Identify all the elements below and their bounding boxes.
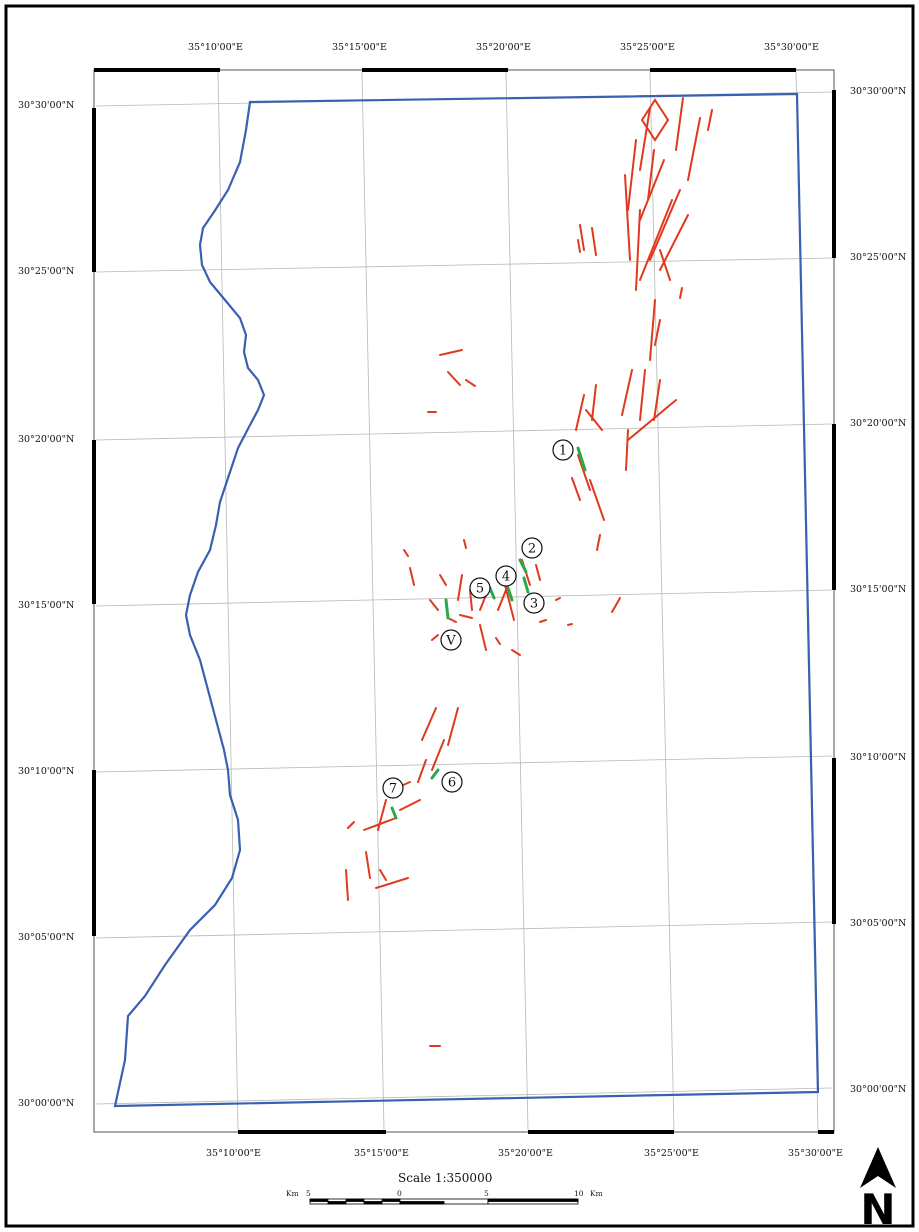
site-label-6: 6 <box>448 776 456 791</box>
longitude-labels-top: 35°10'00"E 35°15'00"E 35°20'00"E 35°25'0… <box>188 42 819 53</box>
north-label: N <box>860 1185 895 1232</box>
lat-label-right-30-30: 30°30'00"N <box>850 86 906 97</box>
scale-tick-10: 10 <box>574 1189 584 1198</box>
graticule <box>95 71 833 1131</box>
site-marker-3: 3 <box>523 592 545 614</box>
lon-label-35-20: 35°20'00"E <box>476 42 531 53</box>
scale-left-unit: Km <box>286 1189 299 1198</box>
site-marker-2: 2 <box>521 537 543 559</box>
lat-label-right-30-05: 30°05'00"N <box>850 918 906 929</box>
site-label-2: 2 <box>528 542 536 557</box>
outer-frame <box>4 4 915 1228</box>
lat-label-30-05: 30°05'00"N <box>18 932 74 943</box>
site-traces <box>390 446 587 820</box>
scale-right-unit: Km <box>590 1189 603 1198</box>
lon-label-bottom-35-15: 35°15'00"E <box>354 1148 409 1159</box>
fault-lineaments <box>345 97 713 1047</box>
lat-label-30-10: 30°10'00"N <box>18 766 74 777</box>
site-marker-5: 5 <box>469 577 491 599</box>
longitude-labels-bottom: 35°10'00"E 35°15'00"E 35°20'00"E 35°25'0… <box>206 1148 843 1159</box>
north-arrow-icon: N <box>860 1147 896 1232</box>
latitude-labels-right: 30°30'00"N 30°25'00"N 30°20'00"N 30°15'0… <box>850 86 906 1095</box>
site-marker-4: 4 <box>495 565 517 587</box>
lat-label-right-30-20: 30°20'00"N <box>850 418 906 429</box>
lat-label-right-30-00: 30°00'00"N <box>850 1084 906 1095</box>
site-marker-1: 1 <box>552 439 574 461</box>
lat-label-30-30: 30°30'00"N <box>18 100 74 111</box>
lon-label-35-15: 35°15'00"E <box>332 42 387 53</box>
scale-tick-5-left: 5 <box>306 1189 311 1198</box>
site-marker-6: 6 <box>441 771 463 793</box>
scale-bar-segments <box>309 1198 579 1205</box>
study-area-boundary <box>113 92 820 1108</box>
scale-title: Scale 1:350000 <box>398 1171 492 1185</box>
site-marker-v: V <box>440 629 462 651</box>
site-label-7: 7 <box>389 782 397 797</box>
scale-tick-5: 5 <box>484 1189 489 1198</box>
site-label-1: 1 <box>559 444 567 459</box>
lon-label-bottom-35-20: 35°20'00"E <box>498 1148 553 1159</box>
lon-label-35-30: 35°30'00"E <box>764 42 819 53</box>
lon-label-35-10: 35°10'00"E <box>188 42 243 53</box>
scale-tick-0: 0 <box>397 1189 402 1198</box>
site-label-v: V <box>445 634 456 649</box>
lat-label-30-20: 30°20'00"N <box>18 434 74 445</box>
lon-label-bottom-35-10: 35°10'00"E <box>206 1148 261 1159</box>
lon-label-bottom-35-30: 35°30'00"E <box>788 1148 843 1159</box>
scale-bar: Scale 1:350000 Km 5 0 5 10 Km <box>286 1171 603 1205</box>
site-label-5: 5 <box>476 582 484 597</box>
lon-label-bottom-35-25: 35°25'00"E <box>644 1148 699 1159</box>
site-marker-7: 7 <box>382 777 404 799</box>
lat-label-30-25: 30°25'00"N <box>18 266 74 277</box>
lat-label-right-30-10: 30°10'00"N <box>850 752 906 763</box>
map-neatline <box>92 68 836 1134</box>
lat-label-30-15: 30°15'00"N <box>18 600 74 611</box>
lat-label-30-00: 30°00'00"N <box>18 1098 74 1109</box>
lat-label-right-30-15: 30°15'00"N <box>850 584 906 595</box>
latitude-labels-left: 30°30'00"N 30°25'00"N 30°20'00"N 30°15'0… <box>18 100 74 1109</box>
site-label-4: 4 <box>502 570 510 585</box>
site-label-3: 3 <box>530 597 538 612</box>
lat-label-right-30-25: 30°25'00"N <box>850 252 906 263</box>
lon-label-35-25: 35°25'00"E <box>620 42 675 53</box>
